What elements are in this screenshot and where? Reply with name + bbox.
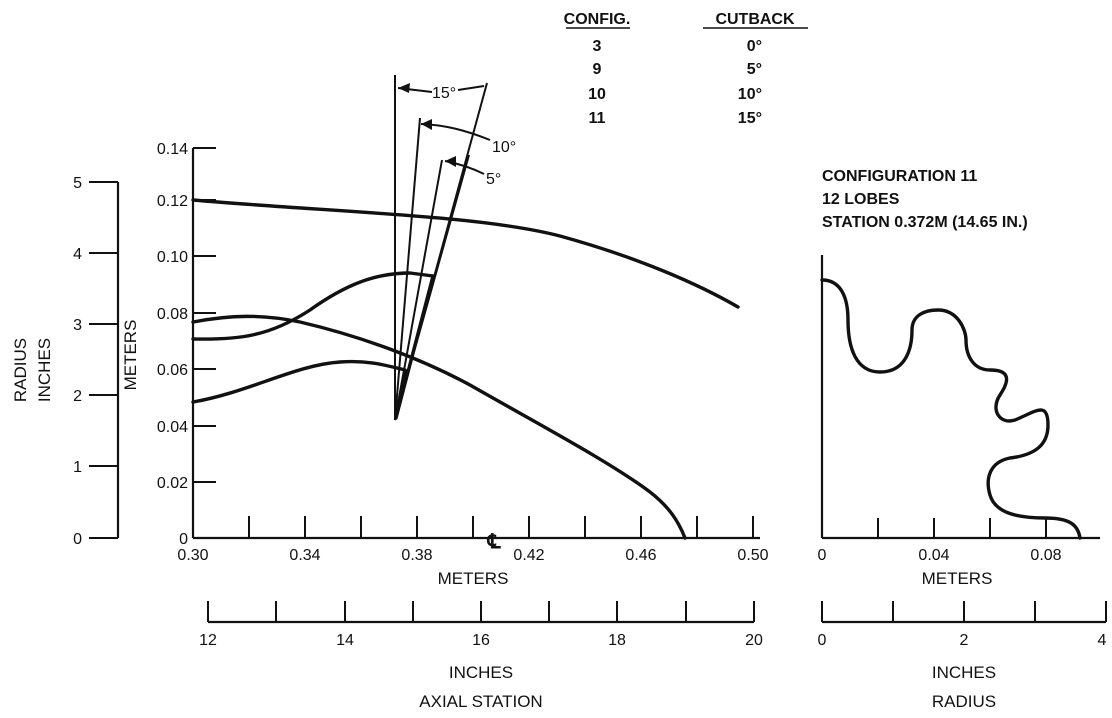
cross-section-inches-title: RADIUS bbox=[932, 692, 996, 711]
tick-label: 14 bbox=[336, 632, 354, 649]
tick-label: 0.42 bbox=[513, 547, 544, 564]
tick-label: 0.08 bbox=[1030, 547, 1061, 564]
tick-label: 2 bbox=[73, 388, 82, 405]
angle-leader-15 bbox=[457, 85, 485, 91]
radius-axis-units: INCHES bbox=[35, 338, 54, 402]
tick-label: 20 bbox=[745, 632, 763, 649]
x-axis-title: METERS bbox=[438, 569, 509, 588]
legend-config-header: CONFIG. bbox=[564, 11, 631, 28]
y-axis-title: METERS bbox=[121, 320, 140, 391]
tick-label: 0.10 bbox=[157, 249, 188, 266]
tick-label: 18 bbox=[608, 632, 626, 649]
tick-label: 5 bbox=[73, 175, 82, 192]
tick-label: 3 bbox=[73, 317, 82, 334]
tick-label: 0.50 bbox=[737, 547, 768, 564]
cutback-line-0 bbox=[394, 159, 443, 421]
tick-label: 0.38 bbox=[401, 547, 432, 564]
tick-label: 0.04 bbox=[157, 419, 188, 436]
legend-config-cell: 3 bbox=[593, 38, 602, 55]
cross-section-station: STATION 0.372M (14.65 IN.) bbox=[822, 214, 1028, 231]
legend-config-cell: 9 bbox=[593, 61, 602, 78]
axial-axis-title: AXIAL STATION bbox=[419, 692, 542, 711]
angle-label-15: 15° bbox=[432, 85, 456, 102]
tick-label: 1 bbox=[73, 459, 82, 476]
tick-label: 0 bbox=[179, 531, 188, 548]
arrowhead bbox=[398, 83, 410, 93]
centerline-symbol: ℄ bbox=[487, 531, 502, 553]
tick-label: 0.12 bbox=[157, 193, 188, 210]
cutback-line-5 bbox=[394, 117, 421, 421]
cross-section-inches-units: INCHES bbox=[932, 663, 996, 682]
cutback-angle-lines: 15° 10° 5° bbox=[394, 75, 516, 421]
axial-inches-axis: 12 14 16 18 20 INCHES AXIAL STATION bbox=[199, 601, 763, 711]
radius-inches-axis: 5 4 3 2 1 0 RADIUS INCHES bbox=[11, 175, 120, 548]
legend-cutback-header: CUTBACK bbox=[715, 11, 795, 28]
cross-section-panel: CONFIGURATION 11 12 LOBES STATION 0.372M… bbox=[818, 168, 1107, 711]
angle-label-10: 10° bbox=[492, 139, 516, 156]
tick-label: 0.06 bbox=[157, 362, 188, 379]
legend-cutback-cell: 15° bbox=[738, 110, 762, 127]
outer-shroud-curve bbox=[191, 198, 740, 309]
tick-label: 16 bbox=[472, 632, 490, 649]
tick-label: 0.04 bbox=[918, 547, 949, 564]
lobe-cross-section-curve bbox=[820, 278, 1082, 540]
cross-section-lobes: 12 LOBES bbox=[822, 191, 900, 208]
lobe-crest-curve bbox=[191, 271, 435, 341]
centerbody-curve bbox=[191, 314, 687, 540]
arrowhead bbox=[445, 156, 456, 167]
legend-cutback-cell: 5° bbox=[747, 61, 762, 78]
main-plot-axes: 0.14 0.12 0.10 0.08 0.06 0.04 0.02 0 MET… bbox=[121, 141, 769, 588]
tick-label: 0 bbox=[73, 531, 82, 548]
cross-section-x-title: METERS bbox=[922, 569, 993, 588]
tick-label: 0.30 bbox=[177, 547, 208, 564]
angle-label-5: 5° bbox=[486, 171, 501, 188]
cross-section-title: CONFIGURATION 11 bbox=[822, 168, 977, 185]
tick-label: 2 bbox=[960, 632, 969, 649]
arrowhead bbox=[421, 119, 432, 130]
tick-label: 4 bbox=[73, 246, 82, 263]
lobe-trough-curve bbox=[191, 359, 407, 404]
legend-cutback-cell: 0° bbox=[747, 38, 762, 55]
tick-label: 4 bbox=[1098, 632, 1107, 649]
tick-label: 0.14 bbox=[157, 141, 188, 158]
tick-label: 0 bbox=[818, 632, 827, 649]
cutback-line-10 bbox=[394, 154, 470, 421]
legend-config-cell: 10 bbox=[588, 86, 606, 103]
legend-cutback-cell: 10° bbox=[738, 86, 762, 103]
cutback-legend: CONFIG. CUTBACK 3 0° 9 5° 10 10° 11 15° bbox=[564, 11, 808, 127]
tick-label: 12 bbox=[199, 632, 217, 649]
axial-axis-units: INCHES bbox=[449, 663, 513, 682]
nozzle-contours bbox=[191, 198, 740, 540]
tick-label: 0 bbox=[818, 547, 827, 564]
radius-axis-title: RADIUS bbox=[11, 338, 30, 402]
tick-label: 0.34 bbox=[289, 547, 320, 564]
tick-label: 0.02 bbox=[157, 475, 188, 492]
legend-config-cell: 11 bbox=[589, 110, 606, 127]
tick-label: 0.46 bbox=[625, 547, 656, 564]
tick-label: 0.08 bbox=[157, 306, 188, 323]
